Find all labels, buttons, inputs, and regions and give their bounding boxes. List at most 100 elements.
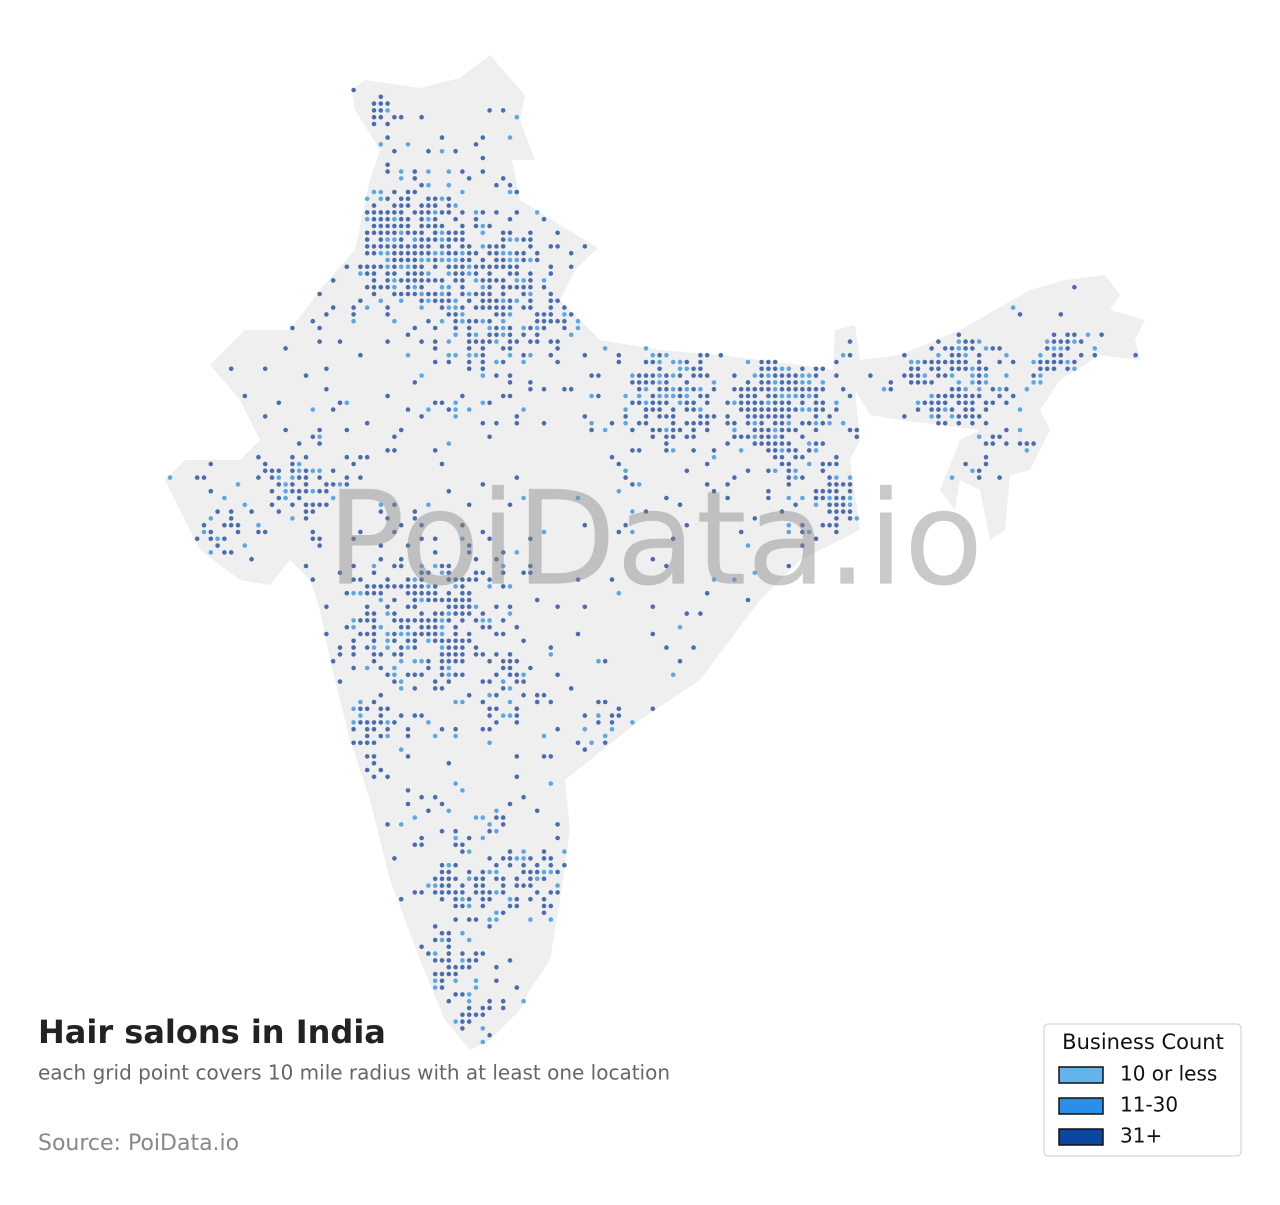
grid-point <box>643 509 649 514</box>
grid-point <box>256 475 261 480</box>
grid-point <box>1031 441 1036 446</box>
grid-point <box>494 828 499 834</box>
grid-point <box>636 448 642 453</box>
grid-point <box>976 366 982 372</box>
grid-point <box>500 237 506 242</box>
grid-point <box>432 611 438 616</box>
grid-point <box>541 284 547 290</box>
grid-point <box>494 312 499 317</box>
grid-point <box>412 672 418 678</box>
grid-point <box>800 420 805 426</box>
grid-point <box>677 427 683 433</box>
grid-point <box>405 278 411 283</box>
grid-point <box>800 434 805 440</box>
grid-point <box>528 305 533 310</box>
grid-point <box>834 407 839 412</box>
grid-point <box>432 971 438 977</box>
grid-point <box>446 883 452 888</box>
grid-point <box>358 475 363 480</box>
grid-point <box>446 230 452 236</box>
grid-point <box>983 380 989 385</box>
grid-point <box>949 393 955 399</box>
grid-point <box>480 298 486 304</box>
grid-point <box>432 298 438 304</box>
grid-point <box>378 665 384 671</box>
grid-point <box>446 305 452 310</box>
grid-point <box>500 291 506 297</box>
grid-point <box>378 237 384 242</box>
grid-point <box>398 686 404 691</box>
grid-point <box>1058 346 1064 351</box>
grid-point <box>398 278 404 283</box>
grid-point <box>589 427 594 433</box>
grid-point <box>834 400 839 406</box>
grid-point <box>514 883 520 888</box>
grid-point <box>337 645 343 650</box>
grid-point <box>419 230 424 236</box>
grid-point <box>460 1026 465 1031</box>
grid-point <box>936 420 941 426</box>
grid-point <box>616 590 622 596</box>
grid-point <box>480 951 486 956</box>
grid-point <box>487 291 492 297</box>
grid-point <box>636 400 642 406</box>
grid-point <box>194 536 200 542</box>
grid-point <box>487 250 492 256</box>
grid-point <box>813 386 819 392</box>
grid-point <box>453 325 458 331</box>
grid-point <box>847 352 853 358</box>
grid-point <box>405 604 411 610</box>
grid-point <box>664 393 669 399</box>
grid-point <box>351 87 356 93</box>
grid-point <box>460 992 465 997</box>
grid-point <box>854 516 860 521</box>
grid-point <box>446 488 452 494</box>
grid-point <box>704 352 710 358</box>
grid-point <box>439 305 445 310</box>
grid-point <box>555 672 560 678</box>
grid-point <box>752 373 758 378</box>
grid-point <box>521 794 526 800</box>
grid-point <box>759 441 764 446</box>
grid-point <box>364 726 370 732</box>
grid-point <box>398 291 404 297</box>
grid-point <box>507 393 513 399</box>
grid-point <box>1024 386 1030 392</box>
grid-point <box>942 400 948 406</box>
grid-point <box>759 366 764 372</box>
grid-point <box>976 468 982 474</box>
grid-point <box>405 638 411 644</box>
grid-point <box>426 590 431 596</box>
grid-point <box>732 386 737 392</box>
grid-point <box>936 366 941 372</box>
grid-point <box>460 223 465 229</box>
grid-point <box>514 237 520 242</box>
grid-point <box>487 679 492 684</box>
grid-point <box>704 482 710 487</box>
grid-point <box>405 618 411 623</box>
grid-point <box>500 550 506 555</box>
grid-point <box>405 230 411 236</box>
grid-point <box>460 618 465 623</box>
grid-point <box>398 298 404 304</box>
grid-point <box>636 373 642 378</box>
grid-point <box>698 420 703 426</box>
grid-point <box>460 903 465 909</box>
grid-point <box>453 862 458 868</box>
grid-point <box>990 386 996 392</box>
grid-point <box>453 298 458 304</box>
grid-point <box>419 203 424 208</box>
grid-point <box>664 645 669 650</box>
grid-point <box>609 720 615 725</box>
grid-point <box>392 250 397 256</box>
grid-point <box>392 237 397 242</box>
grid-point <box>507 216 513 222</box>
grid-point <box>446 352 452 358</box>
grid-point <box>752 407 758 412</box>
grid-point <box>786 373 792 378</box>
grid-point <box>432 978 438 984</box>
grid-point <box>426 951 431 956</box>
grid-point <box>473 556 479 562</box>
grid-point <box>834 454 839 460</box>
